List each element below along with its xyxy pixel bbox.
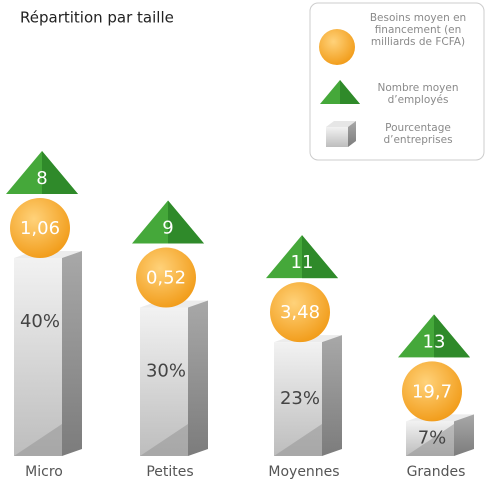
x-tick-label: Moyennes — [268, 464, 339, 480]
finance-label: 3,48 — [280, 302, 320, 323]
pillar-side — [188, 300, 208, 456]
legend-cube-top — [326, 121, 356, 127]
employee-triangle-side — [302, 235, 338, 279]
employee-triangle-side — [434, 314, 470, 358]
legend-triangle-side — [340, 80, 360, 104]
x-tick-label: Grandes — [407, 464, 466, 480]
employee-label: 8 — [36, 168, 47, 189]
employee-label: 9 — [162, 218, 173, 239]
legend-label: Nombre moyen d’employés — [377, 82, 459, 106]
legend-circle — [319, 29, 355, 65]
finance-ball — [10, 198, 70, 258]
finance-label: 0,52 — [146, 268, 186, 289]
pillar-label: 40% — [20, 311, 60, 332]
pillar-shadow — [14, 424, 62, 456]
legend-cube — [326, 127, 348, 147]
pillar — [14, 258, 62, 456]
finance-label: 19,7 — [412, 381, 452, 402]
legend-cube-side — [348, 121, 356, 147]
finance-label: 1,06 — [20, 218, 60, 239]
pillar-shadow — [406, 424, 454, 456]
employee-triangle-side — [168, 200, 204, 244]
pillar-label: 7% — [418, 428, 447, 449]
pillar-shadow — [274, 424, 322, 456]
finance-ball — [402, 361, 462, 422]
chart-title: Répartition par taille — [20, 9, 174, 27]
pillar-label: 23% — [280, 388, 320, 409]
x-tick-label: Petites — [146, 464, 193, 480]
pillar-shadow — [140, 424, 188, 456]
legend-label: Besoins moyen en financement (en milliar… — [369, 12, 467, 48]
finance-ball — [136, 247, 196, 308]
finance-ball — [270, 282, 330, 343]
pillar-label: 30% — [146, 361, 186, 382]
pillar-side — [62, 251, 82, 456]
employee-label: 11 — [291, 252, 314, 273]
employee-triangle-side — [42, 151, 78, 194]
pillar-side — [322, 335, 342, 456]
pillar-side — [454, 414, 474, 456]
legend-label: Pourcentage d’entreprises — [383, 122, 453, 146]
x-tick-label: Micro — [25, 464, 63, 480]
employee-label: 13 — [423, 331, 446, 352]
